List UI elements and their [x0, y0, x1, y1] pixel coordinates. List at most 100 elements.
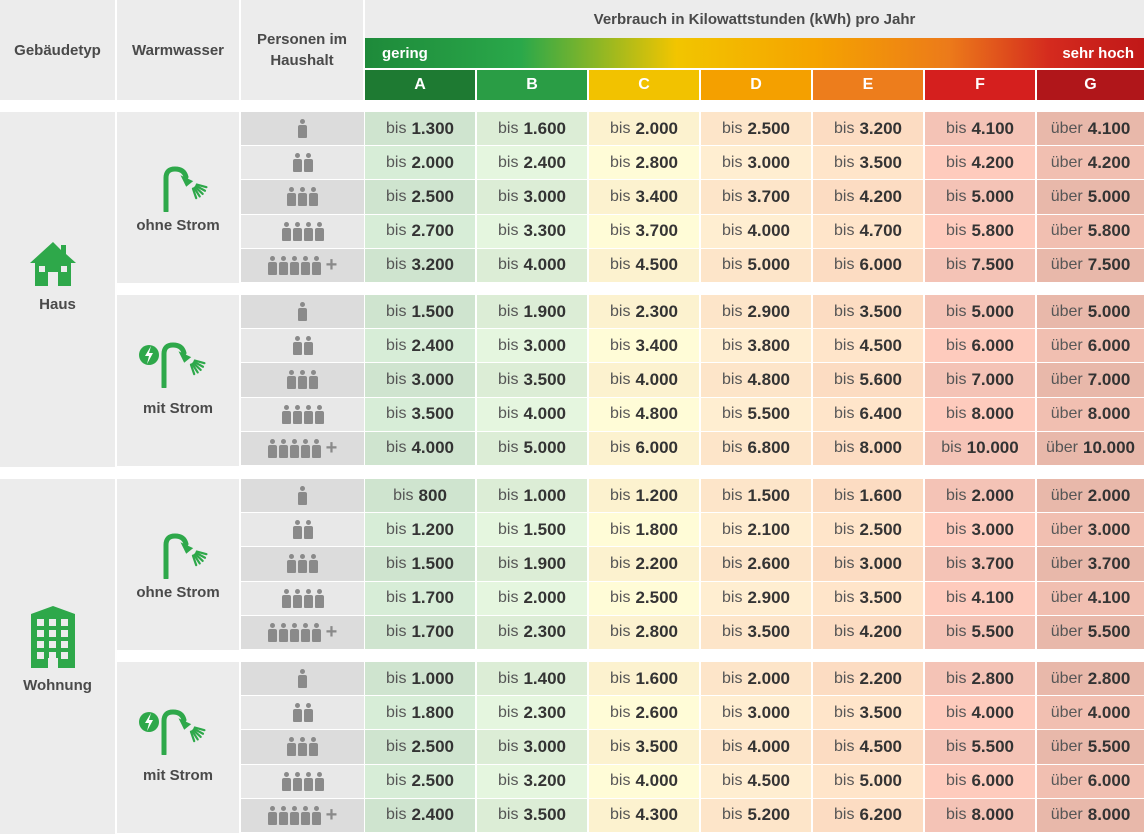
- value-cell-f: bis 2.800: [925, 662, 1035, 696]
- person-icon: [281, 771, 291, 791]
- person-icon: [314, 221, 324, 241]
- value-prefix: bis: [610, 772, 631, 790]
- value-cell-e: bis 5.600: [813, 363, 923, 397]
- value-cell-d: bis 4.000: [701, 214, 811, 248]
- value-prefix: bis: [946, 486, 967, 504]
- value-prefix: über: [1050, 486, 1083, 504]
- value-cell-a: bis 800: [365, 479, 475, 513]
- value-prefix: bis: [498, 806, 519, 824]
- persons-cell: [241, 696, 364, 730]
- value-number: 1.500: [411, 301, 454, 321]
- water-label: mit Strom: [142, 400, 213, 417]
- person-icon: [303, 221, 313, 241]
- value-number: 2.700: [411, 221, 454, 241]
- person-icon: [309, 737, 318, 757]
- value-number: 5.800: [971, 221, 1014, 241]
- value-cell-g: über 4.100: [1037, 581, 1144, 615]
- value-cell-d: bis 5.000: [701, 248, 811, 282]
- value-prefix: bis: [722, 737, 743, 755]
- value-prefix: bis: [941, 439, 962, 457]
- scale-low-label: gering: [382, 44, 428, 62]
- value-prefix: bis: [722, 405, 743, 423]
- value-number: 3.700: [971, 553, 1014, 573]
- value-prefix: über: [1050, 222, 1083, 240]
- value-prefix: bis: [834, 806, 855, 824]
- value-cell-d: bis 3.500: [701, 615, 811, 649]
- value-cell-e: bis 3.500: [813, 696, 923, 730]
- value-prefix: bis: [946, 370, 967, 388]
- value-prefix: bis: [386, 737, 407, 755]
- value-prefix: über: [1050, 806, 1083, 824]
- value-number: 4.300: [635, 805, 678, 825]
- plus-sign: +: [325, 436, 338, 459]
- value-prefix: bis: [386, 439, 407, 457]
- value-cell-f: bis 2.000: [925, 479, 1035, 513]
- value-cell-f: bis 8.000: [925, 397, 1035, 431]
- value-number: 3.700: [635, 221, 678, 241]
- person-icon: [303, 771, 313, 791]
- value-prefix: über: [1050, 772, 1083, 790]
- value-cell-e: bis 4.500: [813, 730, 923, 764]
- person-icon: [287, 554, 296, 574]
- value-number: 4.500: [859, 736, 902, 756]
- class-header-f: F: [925, 70, 1035, 100]
- value-cell-f: bis 4.200: [925, 146, 1035, 180]
- value-prefix: bis: [610, 256, 631, 274]
- value-number: 6.200: [859, 805, 902, 825]
- plus-sign: +: [325, 620, 338, 643]
- value-cell-d: bis 2.500: [701, 112, 811, 146]
- persons-cell: [241, 730, 364, 764]
- value-prefix: bis: [386, 703, 407, 721]
- value-number: 1.000: [411, 668, 454, 688]
- person-icon: [281, 221, 291, 241]
- value-number: 2.500: [747, 118, 790, 138]
- value-cell-b: bis 2.400: [477, 146, 587, 180]
- value-cell-e: bis 3.500: [813, 146, 923, 180]
- value-number: 2.400: [411, 335, 454, 355]
- value-number: 4.100: [971, 588, 1014, 608]
- value-prefix: bis: [722, 119, 743, 137]
- value-prefix: bis: [722, 486, 743, 504]
- value-number: 1.700: [411, 622, 454, 642]
- value-cell-b: bis 1.900: [477, 547, 587, 581]
- value-number: 6.800: [747, 438, 790, 458]
- value-prefix: über: [1050, 187, 1083, 205]
- value-number: 5.200: [747, 805, 790, 825]
- value-number: 2.500: [411, 736, 454, 756]
- value-prefix: bis: [498, 439, 519, 457]
- person-icon: [287, 737, 296, 757]
- person-icon: [300, 438, 310, 458]
- value-prefix: bis: [386, 623, 407, 641]
- water-label: ohne Strom: [136, 217, 220, 234]
- person-icon: [298, 486, 307, 506]
- value-prefix: bis: [498, 119, 519, 137]
- value-prefix: bis: [722, 589, 743, 607]
- value-prefix: bis: [498, 187, 519, 205]
- value-cell-g: über 8.000: [1037, 798, 1144, 832]
- person-icon: [289, 805, 299, 825]
- value-cell-g: über 4.100: [1037, 112, 1144, 146]
- value-cell-d: bis 4.500: [701, 764, 811, 798]
- value-prefix: über: [1050, 703, 1083, 721]
- person-icon: [300, 255, 310, 275]
- value-number: 4.000: [747, 221, 790, 241]
- value-cell-a: bis 2.000: [365, 146, 475, 180]
- value-prefix: bis: [834, 119, 855, 137]
- water-group: [117, 479, 239, 650]
- value-prefix: über: [1050, 520, 1083, 538]
- value-prefix: bis: [722, 187, 743, 205]
- value-cell-a: bis 2.500: [365, 764, 475, 798]
- value-prefix: bis: [610, 806, 631, 824]
- value-cell-e: bis 6.200: [813, 798, 923, 832]
- value-number: 2.500: [859, 519, 902, 539]
- value-prefix: bis: [610, 153, 631, 171]
- person-icon: [289, 438, 299, 458]
- apartment-building-icon: [27, 606, 79, 673]
- value-cell-g: über 5.500: [1037, 730, 1144, 764]
- value-cell-g: über 7.000: [1037, 363, 1144, 397]
- value-cell-f: bis 5.000: [925, 295, 1035, 329]
- person-icon: [309, 370, 318, 390]
- value-prefix: bis: [610, 187, 631, 205]
- value-number: 1.200: [635, 485, 678, 505]
- person-icon: [278, 622, 288, 642]
